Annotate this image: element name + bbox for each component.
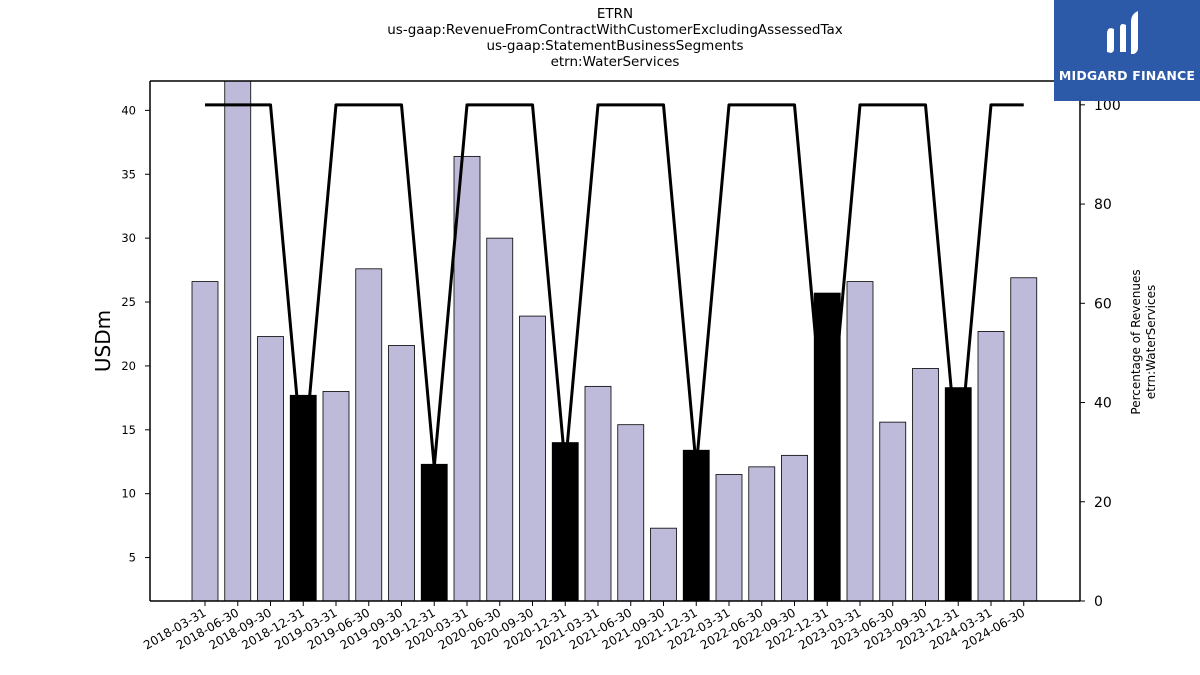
- y2-tick-label: 100: [1094, 98, 1121, 114]
- bar: [519, 315, 546, 601]
- bar: [879, 421, 907, 601]
- y2-axis-label: Percentage of Revenues: [1129, 269, 1143, 414]
- bar: [617, 424, 645, 601]
- y2-tick-label: 40: [1094, 396, 1112, 412]
- bar: [420, 463, 448, 601]
- y2-tick-label: 60: [1094, 296, 1112, 312]
- bar: [748, 466, 776, 601]
- bar: [650, 527, 677, 601]
- y2-axis-label: etrn:WaterServices: [1144, 285, 1158, 400]
- bar: [584, 385, 612, 601]
- bar: [191, 281, 219, 601]
- bar: [912, 368, 939, 601]
- bar: [715, 474, 743, 601]
- bar: [453, 155, 481, 601]
- midgard-logo-icon: [1107, 11, 1138, 54]
- chart-title-member: etrn:WaterServices: [550, 54, 680, 70]
- y-tick-label: 25: [121, 295, 136, 309]
- bar: [944, 387, 972, 601]
- bar: [682, 449, 710, 601]
- series-line: [205, 103, 1024, 469]
- chart-title-block: ETRN us-gaap:RevenueFromContractWithCust…: [0, 6, 1200, 70]
- bar: [289, 394, 317, 601]
- midgard-logo-text: MIDGARD FINANCE: [1058, 68, 1196, 83]
- y-axis-label: USDm: [91, 310, 115, 372]
- y-tick-label: 10: [121, 487, 136, 501]
- bar: [781, 454, 808, 601]
- y2-tick-label: 20: [1094, 495, 1112, 511]
- chart-title-ticker: ETRN: [596, 6, 634, 22]
- bar: [355, 268, 383, 601]
- y-tick-label: 5: [129, 551, 136, 565]
- bar: [486, 237, 514, 601]
- midgard-logo: MIDGARD FINANCE: [1054, 0, 1200, 101]
- y-tick-label: 40: [121, 103, 136, 117]
- chart-title-concept: us-gaap:RevenueFromContractWithCustomerE…: [387, 22, 843, 38]
- chart-title-axis: us-gaap:StatementBusinessSegments: [486, 38, 744, 54]
- y2-tick-label: 80: [1094, 197, 1112, 213]
- bar: [977, 331, 1005, 601]
- bar: [846, 281, 874, 601]
- bar: [813, 292, 841, 601]
- y-tick-label: 35: [121, 167, 136, 181]
- bar: [388, 345, 415, 601]
- y-tick-label: 30: [121, 231, 136, 245]
- y-tick-label: 15: [121, 423, 136, 437]
- bar: [551, 442, 579, 601]
- bar: [1010, 277, 1038, 601]
- bar: [224, 81, 252, 601]
- bar: [257, 336, 284, 601]
- bar: [322, 391, 350, 601]
- y-tick-label: 20: [121, 359, 136, 373]
- y2-tick-label: 0: [1094, 594, 1103, 610]
